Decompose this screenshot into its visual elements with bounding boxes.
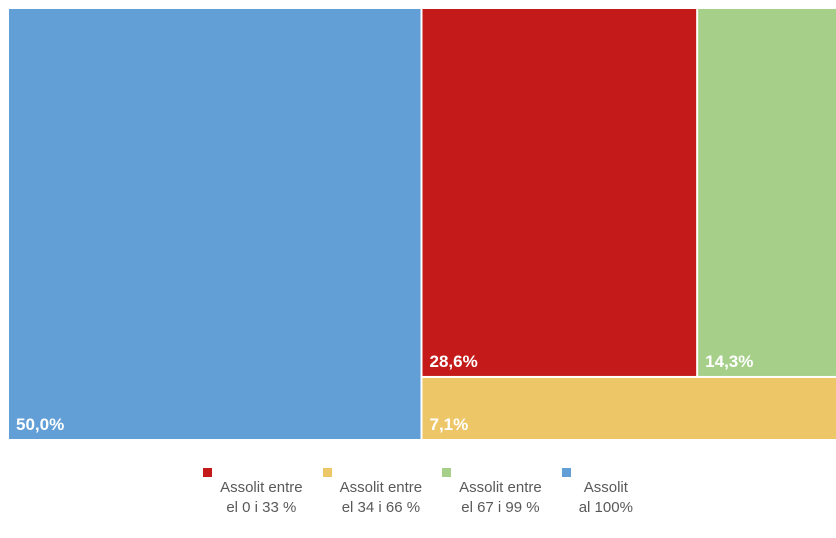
- tile-67-99-label: 14,3%: [705, 352, 753, 371]
- treemap-chart: 50,0% 28,6% 14,3% 7,1%: [0, 0, 836, 440]
- tile-0-33: [423, 9, 697, 376]
- tile-34-66-label: 7,1%: [430, 415, 469, 434]
- tile-100: [9, 9, 421, 439]
- tile-100-label: 50,0%: [16, 415, 64, 434]
- tile-34-66: [423, 378, 836, 439]
- tile-67-99: [698, 9, 836, 376]
- legend-swatch-67-99: [442, 468, 451, 477]
- legend-swatch-34-66: [323, 468, 332, 477]
- tile-0-33-label: 28,6%: [430, 352, 478, 371]
- legend-swatch-100: [562, 468, 571, 477]
- legend-swatch-0-33: [203, 468, 212, 477]
